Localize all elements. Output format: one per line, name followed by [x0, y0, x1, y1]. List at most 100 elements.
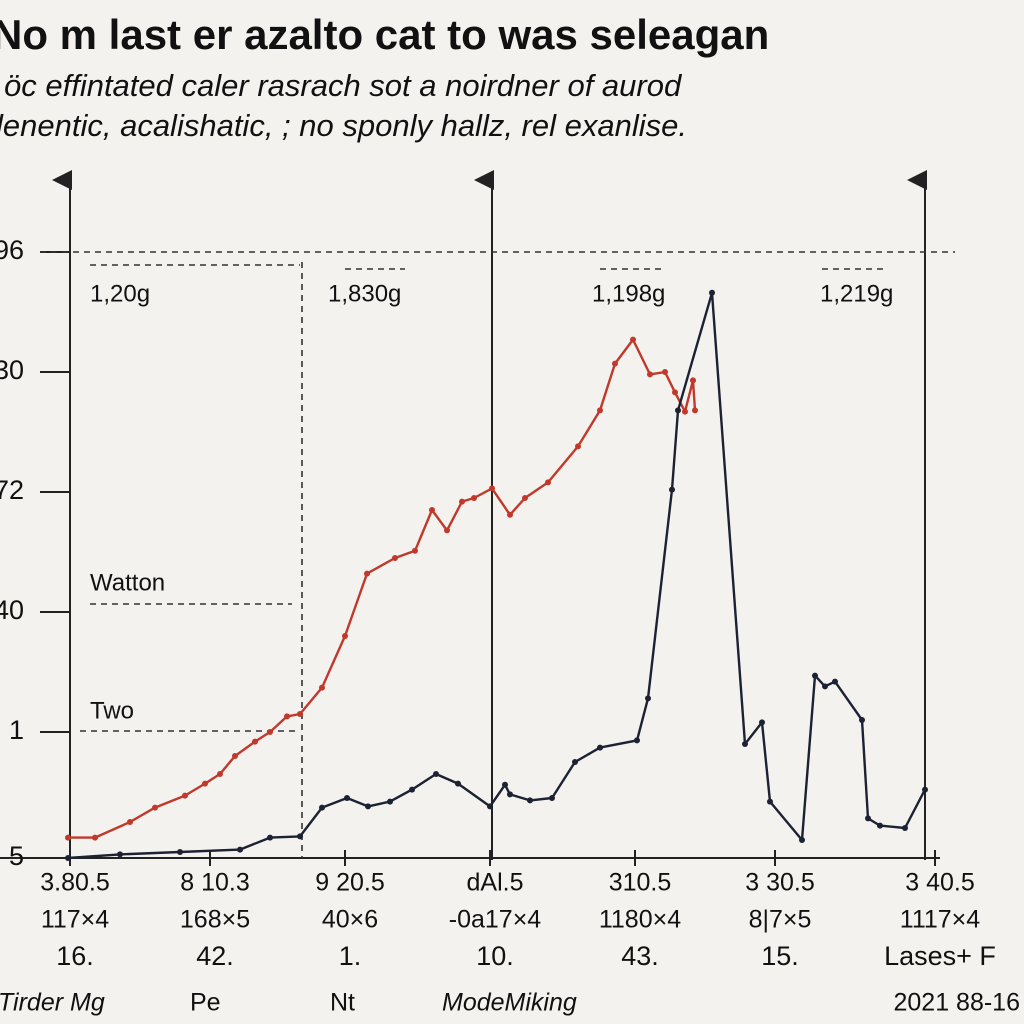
x-tick-label: 117×4 [41, 906, 109, 934]
data-point [522, 495, 528, 501]
data-point [489, 485, 495, 492]
data-point [267, 834, 273, 841]
data-point [409, 786, 415, 793]
annotation: 1,830g [328, 280, 401, 307]
data-point [692, 407, 698, 414]
data-point [767, 798, 773, 805]
data-point [859, 717, 865, 723]
x-tick-label: dAl.5 [467, 869, 524, 897]
footer-label: Tirder Mg [0, 989, 105, 1017]
data-point [822, 683, 828, 690]
x-tick-label: 168×5 [180, 906, 250, 934]
data-point [527, 797, 533, 804]
x-tick-label: 10. [476, 941, 514, 971]
data-point [387, 798, 393, 805]
data-point [612, 360, 618, 367]
data-point [297, 711, 303, 717]
data-point [232, 753, 238, 759]
data-point [669, 486, 675, 493]
annotation: Two [90, 697, 134, 724]
data-point [645, 695, 651, 702]
y-tick-label: 72 [0, 475, 24, 505]
x-tick-label: 40×6 [322, 906, 378, 934]
x-tick-label: 15. [761, 941, 799, 971]
annotation: 1,219g [820, 280, 893, 307]
data-point [759, 719, 765, 726]
data-point [662, 369, 668, 375]
data-point [690, 377, 696, 384]
data-point [455, 780, 461, 787]
data-point [877, 822, 883, 829]
data-point [177, 849, 183, 855]
data-point [545, 479, 551, 486]
data-point [433, 771, 439, 777]
data-point [65, 855, 71, 861]
data-point [182, 792, 188, 799]
x-tick-label: Lases+ F [884, 941, 996, 971]
data-point [365, 803, 371, 810]
data-point [217, 771, 223, 777]
subtitle: öc effintated caler rasrach sot a noirdn… [4, 68, 683, 103]
x-tick-label: 3 30.5 [745, 869, 815, 897]
series-line [67, 291, 927, 860]
x-tick-label: 8 10.3 [180, 869, 250, 897]
data-point [597, 407, 603, 414]
data-point [709, 289, 715, 296]
data-point [742, 741, 748, 747]
y-tick-label: 96 [0, 235, 24, 265]
data-point [412, 547, 418, 554]
data-point [812, 672, 818, 679]
data-point [575, 443, 581, 450]
x-tick-label: 1180×4 [599, 906, 681, 934]
data-point [487, 803, 493, 810]
data-point [507, 791, 513, 798]
x-tick-label: 1117×4 [900, 906, 981, 934]
data-point [92, 834, 98, 841]
data-point [865, 815, 871, 822]
data-point [297, 833, 303, 840]
data-point [202, 780, 208, 787]
annotation: 1,198g [592, 280, 665, 307]
data-point [572, 759, 578, 765]
data-point [459, 498, 465, 505]
y-tick-label: 1 [9, 715, 24, 745]
data-point [902, 825, 908, 831]
data-point [444, 527, 450, 534]
data-point [344, 795, 350, 801]
data-point [429, 507, 435, 513]
x-tick-label: 8|7×5 [749, 906, 812, 934]
footer-label: ModeMiking [442, 989, 577, 1017]
annotation: 1,20g [90, 280, 150, 307]
data-point [392, 555, 398, 561]
y-tick-label: 30 [0, 355, 24, 385]
footer-label: Nt [330, 989, 355, 1017]
footer-label: Pe [190, 989, 221, 1017]
y-tick-label: 40 [0, 595, 24, 625]
data-point [682, 408, 688, 415]
chart-title: No m last er azalto cat to was seleagan [0, 11, 769, 58]
data-point [675, 407, 681, 414]
data-point [922, 786, 928, 793]
subtitle: lenentic, acalishatic, ; no sponly hallz… [0, 108, 687, 143]
x-tick-label: 43. [621, 941, 659, 971]
data-point [549, 795, 555, 801]
data-point [65, 834, 71, 841]
data-point [342, 633, 348, 639]
y-tick-label: 5 [9, 841, 24, 871]
x-tick-label: 42. [196, 941, 234, 971]
x-tick-label: 3 40.5 [905, 869, 975, 897]
data-point [237, 846, 243, 853]
data-point [502, 781, 508, 788]
data-point [117, 851, 123, 858]
data-point [672, 389, 678, 396]
data-point [152, 804, 158, 811]
data-point [597, 744, 603, 751]
x-tick-label: 9 20.5 [315, 869, 385, 897]
data-point [267, 729, 273, 735]
data-point [471, 495, 477, 501]
data-point [319, 684, 325, 691]
data-point [507, 511, 513, 518]
x-tick-label: 1. [339, 941, 362, 971]
x-tick-label: 310.5 [609, 869, 672, 897]
